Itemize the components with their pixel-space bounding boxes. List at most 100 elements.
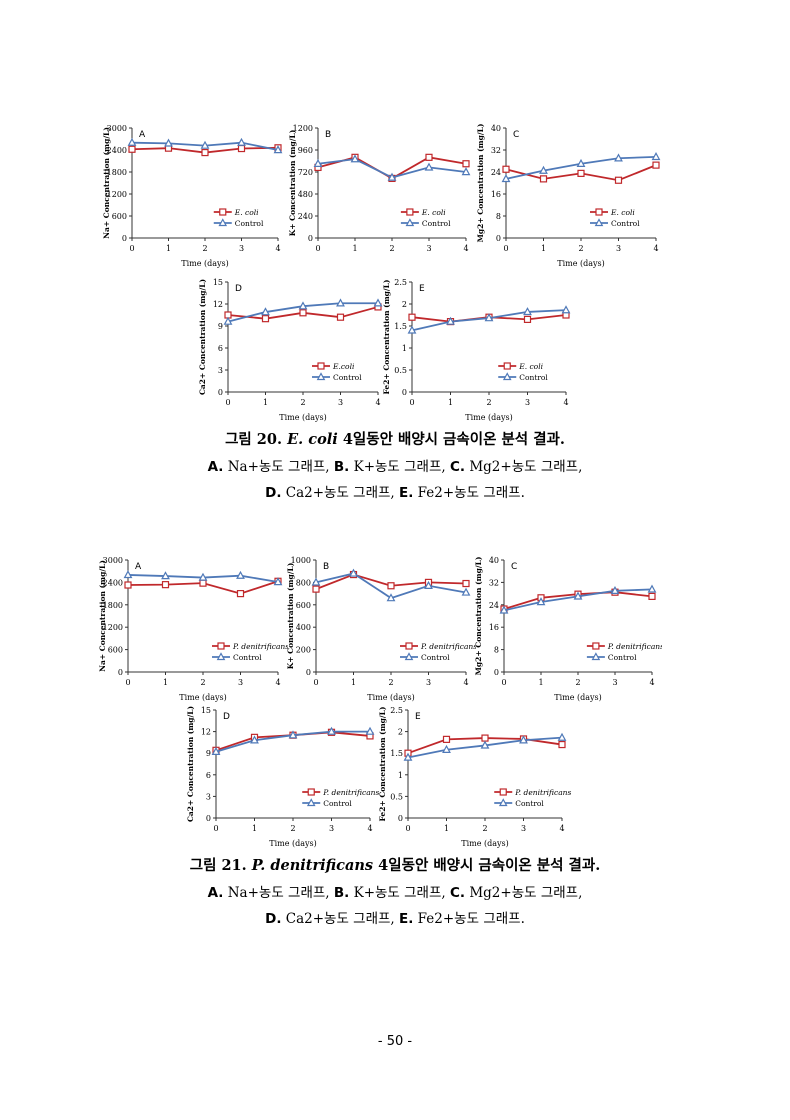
- chart-f20-e: 0 0.5 1 1.5 2 2.5 0 1 2 3 4 Time (days) Fe2+ Concent…: [380, 274, 576, 424]
- data-point: [127, 137, 137, 146]
- legend-marker: [595, 208, 603, 216]
- x-tick-label: 4: [463, 678, 468, 687]
- data-point: [211, 746, 221, 755]
- legend-label: P. denitrificans: [322, 788, 379, 797]
- legend-marker: [502, 372, 512, 381]
- y-tick-label: 8: [496, 212, 501, 221]
- panel-letter: B: [325, 130, 331, 140]
- panel-letter: A: [139, 130, 146, 140]
- legend-label: Control: [333, 373, 362, 382]
- data-point: [273, 145, 283, 154]
- data-point: [652, 161, 660, 169]
- data-point: [350, 154, 360, 163]
- y-tick-label: 16: [489, 623, 499, 632]
- y-tick-label: 240: [298, 212, 313, 221]
- data-point: [201, 148, 209, 157]
- y-tick-label: 1200: [107, 190, 127, 199]
- x-tick-label: 0: [129, 244, 134, 253]
- legend-marker: [219, 208, 227, 216]
- x-tick-label: 3: [612, 678, 617, 687]
- data-point: [336, 313, 345, 321]
- x-tick-label: 0: [503, 244, 508, 253]
- chart-f21-a: 0 600 1200 1800 2400 3000 0 1 2 3 4 Time (days) Na+ …: [96, 552, 288, 704]
- y-tick-label: 1.5: [390, 749, 403, 758]
- y-tick-label: 2: [398, 728, 403, 737]
- data-point: [501, 174, 511, 183]
- x-tick-label: 1: [448, 398, 453, 407]
- data-point: [199, 579, 207, 587]
- legend-label: P. denitrificans: [420, 642, 476, 651]
- x-tick-label: 4: [275, 244, 280, 253]
- data-point: [200, 140, 210, 149]
- x-tick-label: 3: [239, 244, 244, 253]
- data-point: [312, 585, 320, 593]
- legend-label: P. denitrificans: [514, 788, 571, 797]
- figure-21-legend-line-2: D. Ca2+농도 그래프, E. Fe2+농도 그래프.: [0, 907, 790, 927]
- x-tick-label: 4: [653, 244, 658, 253]
- data-point: [365, 726, 375, 735]
- chart-f20-a: 0 600 1200 1800 2400 3000 0 1 2 3 4 Time (days) Na+ …: [100, 120, 288, 270]
- panel-letter: D: [223, 712, 230, 722]
- legend-label: P. denitrificans: [232, 642, 288, 651]
- figure-20-number: 그림 20.: [225, 431, 283, 448]
- x-tick-label: 4: [367, 824, 372, 833]
- panel-letter: C: [513, 130, 519, 140]
- data-point: [519, 735, 528, 744]
- legend-label: Control: [515, 799, 544, 808]
- chart-f20-d: 0 3 6 9 12 15 0 1 2 3 4 Time (days) Ca2+ Concentrati…: [196, 274, 388, 424]
- y-tick-label: 3000: [107, 124, 127, 133]
- data-point: [128, 145, 136, 153]
- data-point: [336, 298, 345, 307]
- legend-label: Control: [422, 219, 451, 228]
- panel-key: E.: [399, 911, 414, 927]
- panel-key: E.: [399, 485, 414, 501]
- data-point: [523, 315, 532, 324]
- x-tick-label: 4: [559, 824, 564, 833]
- y-tick-label: 600: [108, 646, 123, 655]
- legend-marker: [316, 372, 326, 381]
- chart-f21-b: 0 200 400 600 800 1000 0 1 2 3 4 Time (days) K+ Conc…: [284, 552, 476, 704]
- chart-f21-d: 0 3 6 9 12 15 0 1 2 3 4 Time (days) Ca2+ Concentrati…: [184, 702, 380, 850]
- x-tick-label: 0: [213, 824, 218, 833]
- data-point: [373, 298, 383, 307]
- legend-marker: [405, 218, 415, 227]
- panel-key: A.: [207, 885, 224, 901]
- y-axis-label: Na+ Concentration (mg/L): [102, 127, 111, 239]
- data-point: [261, 307, 270, 316]
- legend-marker: [217, 642, 225, 650]
- y-tick-label: 1: [402, 344, 407, 353]
- x-tick-label: 1: [166, 244, 171, 253]
- x-tick-label: 2: [578, 244, 583, 253]
- data-point: [124, 581, 132, 589]
- x-tick-label: 3: [426, 244, 431, 253]
- data-point: [236, 570, 245, 579]
- data-point: [403, 752, 413, 761]
- data-point: [123, 570, 133, 579]
- y-tick-label: 0: [496, 234, 501, 243]
- legend-label: Control: [519, 373, 548, 382]
- y-tick-label: 0: [306, 668, 311, 677]
- data-point: [573, 591, 583, 600]
- x-tick-label: 0: [125, 678, 130, 687]
- data-point: [288, 730, 298, 739]
- y-tick-label: 600: [112, 212, 127, 221]
- y-tick-label: 6: [218, 344, 223, 353]
- data-point: [461, 167, 471, 176]
- y-axis-label: Fe2+ Concentration (mg/L): [382, 280, 391, 395]
- legend-marker: [406, 208, 414, 216]
- x-tick-label: 0: [313, 678, 318, 687]
- y-tick-label: 200: [296, 646, 311, 655]
- x-axis-label: Time (days): [557, 259, 605, 268]
- panel-desc: K+농도 그래프,: [349, 885, 450, 901]
- y-tick-label: 0: [402, 388, 407, 397]
- y-axis-label: Na+ Concentration (mg/L): [98, 560, 107, 672]
- y-axis-label: Mg2+ Concentration (mg/L): [474, 557, 483, 676]
- data-point: [536, 597, 546, 606]
- chart-f20-b: 0 240 480 720 960 1200 0 1 2 3 4 K+ Concentration (…: [286, 120, 476, 270]
- x-tick-label: 3: [238, 678, 243, 687]
- legend-label: Control: [233, 653, 262, 662]
- legend-label: Control: [608, 653, 637, 662]
- y-tick-label: 0: [218, 388, 223, 397]
- data-point: [161, 571, 170, 580]
- x-tick-label: 2: [482, 824, 487, 833]
